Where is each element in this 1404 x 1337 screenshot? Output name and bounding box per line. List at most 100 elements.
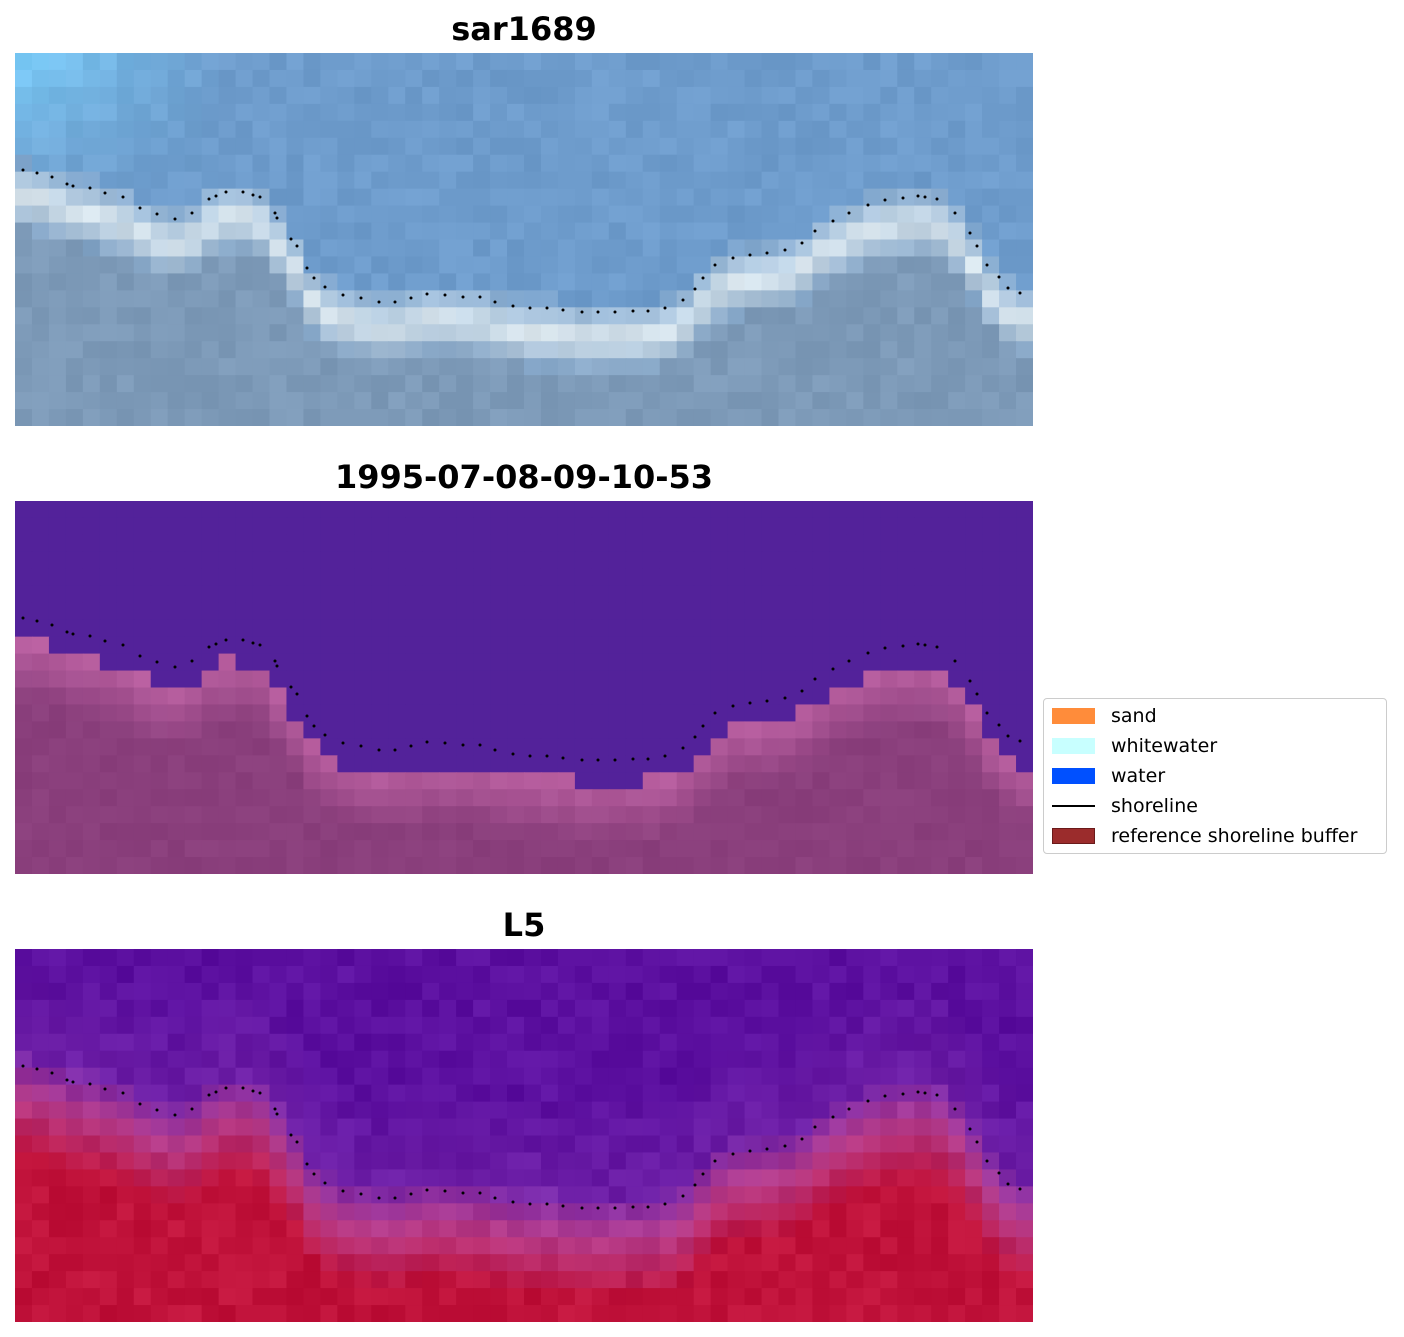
- legend-label: water: [1111, 765, 1166, 787]
- shoreline-point: [359, 1192, 363, 1196]
- shoreline-point: [21, 1064, 25, 1068]
- shoreline: [21, 1064, 1022, 1210]
- shoreline-point: [783, 696, 787, 700]
- shoreline-point: [312, 1172, 316, 1176]
- shoreline-point: [866, 203, 870, 207]
- shoreline-point: [251, 641, 255, 645]
- shoreline-point: [731, 1152, 735, 1156]
- shoreline-point: [511, 1200, 515, 1204]
- shoreline-point: [224, 190, 228, 194]
- shoreline-point: [173, 665, 177, 669]
- shoreline-point: [275, 216, 279, 220]
- rgb-image: [15, 53, 1033, 426]
- shoreline-point: [323, 733, 327, 737]
- reference-buffer-swatch: [1052, 828, 1095, 844]
- shoreline-point: [478, 295, 482, 299]
- shoreline-point: [443, 741, 447, 745]
- shoreline-point: [323, 285, 327, 289]
- shoreline-point: [916, 194, 920, 198]
- shoreline-point: [305, 714, 309, 718]
- shoreline-point: [273, 1107, 277, 1111]
- index-image-panel: [15, 949, 1033, 1322]
- rgb-image-panel: [15, 53, 1033, 426]
- shoreline-point: [1006, 1182, 1010, 1186]
- shoreline-point: [701, 1172, 705, 1176]
- shoreline-point: [545, 754, 549, 758]
- shoreline-point: [241, 1086, 245, 1090]
- classified-image: [15, 501, 1033, 874]
- shoreline-point: [783, 1144, 787, 1148]
- shoreline-point: [681, 298, 685, 302]
- shoreline-point: [847, 211, 851, 215]
- whitewater-swatch: [1052, 738, 1095, 754]
- legend-label: reference shoreline buffer: [1111, 825, 1358, 847]
- shoreline-point: [701, 276, 705, 280]
- legend-item-sand: sand: [1052, 705, 1157, 727]
- shoreline-point: [813, 1125, 817, 1129]
- shoreline-point: [953, 211, 957, 215]
- shoreline-point: [847, 659, 851, 663]
- index-image: [15, 949, 1033, 1322]
- shoreline-point: [103, 1087, 107, 1091]
- shoreline-point: [103, 639, 107, 643]
- shoreline-point: [88, 1082, 92, 1086]
- shoreline-point: [975, 1140, 979, 1144]
- shoreline-point: [275, 664, 279, 668]
- shoreline-point: [923, 1091, 927, 1095]
- shoreline-point: [901, 196, 905, 200]
- shoreline-point: [425, 292, 429, 296]
- shoreline-point: [800, 1137, 804, 1141]
- shoreline-point: [681, 1194, 685, 1198]
- shoreline-point: [847, 1107, 851, 1111]
- shoreline-point: [71, 1080, 75, 1084]
- shoreline-point: [341, 1189, 345, 1193]
- shoreline-point: [545, 1202, 549, 1206]
- shoreline-point: [631, 757, 635, 761]
- shoreline-point: [923, 643, 927, 647]
- rgb-pixels: [15, 53, 1033, 426]
- shoreline-point: [813, 229, 817, 233]
- shoreline-point: [207, 197, 211, 201]
- shoreline-point: [103, 191, 107, 195]
- shoreline-point: [646, 309, 650, 313]
- shoreline-point: [88, 634, 92, 638]
- shoreline-point: [831, 667, 835, 671]
- shoreline-point: [121, 1091, 125, 1095]
- shoreline-point: [35, 1067, 39, 1071]
- legend-item-water: water: [1052, 765, 1165, 787]
- shoreline: [21, 168, 1022, 314]
- shoreline-point: [663, 1202, 667, 1206]
- shoreline-point: [916, 1090, 920, 1094]
- shoreline-point: [765, 251, 769, 255]
- shoreline-point: [800, 689, 804, 693]
- shoreline-point: [207, 645, 211, 649]
- shoreline-point: [1018, 1187, 1022, 1191]
- shoreline-point: [646, 757, 650, 761]
- shoreline-point: [305, 266, 309, 270]
- shoreline-point: [545, 306, 549, 310]
- shoreline-point: [50, 1071, 54, 1075]
- shoreline-point: [985, 711, 989, 715]
- shoreline: [21, 616, 1022, 762]
- shoreline-point: [214, 642, 218, 646]
- shoreline-point: [461, 1191, 465, 1195]
- shoreline-point: [511, 304, 515, 308]
- shoreline-point: [561, 308, 565, 312]
- shoreline-point: [65, 630, 69, 634]
- shoreline-point: [289, 685, 293, 689]
- shoreline-point: [173, 1113, 177, 1117]
- shoreline-point: [748, 701, 752, 705]
- shoreline-point: [214, 1090, 218, 1094]
- shoreline-point: [155, 212, 159, 216]
- shoreline-point: [765, 699, 769, 703]
- shoreline-point: [511, 752, 515, 756]
- shoreline-point: [224, 1086, 228, 1090]
- shoreline-point: [997, 1171, 1001, 1175]
- shoreline-point: [393, 748, 397, 752]
- shoreline-point: [461, 295, 465, 299]
- shoreline-point: [214, 194, 218, 198]
- shoreline-point: [693, 287, 697, 291]
- shoreline-point: [528, 1202, 532, 1206]
- shoreline-point: [341, 293, 345, 297]
- shoreline-point: [443, 293, 447, 297]
